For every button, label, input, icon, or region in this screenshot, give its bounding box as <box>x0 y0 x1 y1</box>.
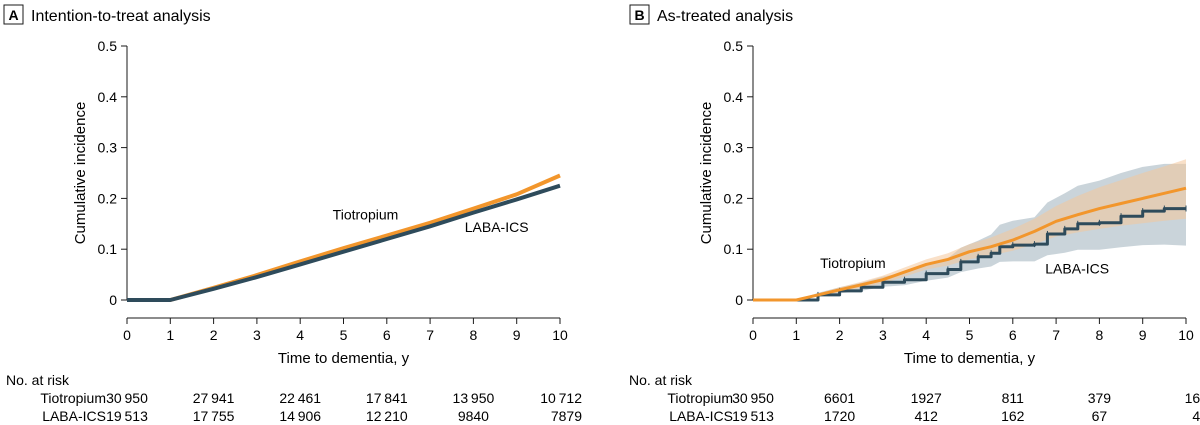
y-tick-label: 0.2 <box>98 190 118 206</box>
risk-cell: 168 <box>1185 390 1200 406</box>
y-tick-label: 0 <box>735 292 743 308</box>
risk-cell: 10 712 <box>540 390 582 406</box>
x-tick-label: 9 <box>1139 327 1147 343</box>
panel-letter: A <box>8 7 18 23</box>
x-tick-label: 3 <box>879 327 887 343</box>
y-tick-label: 0.1 <box>724 241 744 257</box>
series-line-laba-ics <box>127 183 561 302</box>
risk-cell: 14 906 <box>279 408 321 424</box>
x-tick-label: 5 <box>966 327 974 343</box>
panel-letter-box: B <box>629 4 650 25</box>
risk-table-header: No. at risk <box>629 372 693 388</box>
series-label-tiotropium: Tiotropium <box>820 255 886 271</box>
x-axis-title: Time to dementia, y <box>904 350 1036 367</box>
risk-cell: 30 950 <box>732 390 774 406</box>
x-tick-label: 5 <box>340 327 348 343</box>
x-tick-label: 4 <box>922 327 930 343</box>
risk-cell: 27 941 <box>193 390 235 406</box>
y-tick-label: 0 <box>109 292 117 308</box>
risk-cell: 22 461 <box>279 390 321 406</box>
y-tick-label: 0.2 <box>724 190 744 206</box>
y-tick-label: 0.5 <box>724 38 744 54</box>
x-tick-label: 9 <box>513 327 521 343</box>
x-axis-title: Time to dementia, y <box>278 350 410 367</box>
x-tick-label: 0 <box>123 327 131 343</box>
ci-band-tiotropium <box>753 159 1186 300</box>
risk-row-label: LABA-ICS <box>669 408 733 424</box>
panel-title: As-treated analysis <box>657 8 793 25</box>
y-tick-label: 0.3 <box>724 140 744 156</box>
x-tick-label: 7 <box>1052 327 1060 343</box>
risk-cell: 162 <box>1001 408 1025 424</box>
risk-table-header: No. at risk <box>6 372 70 388</box>
x-tick-label: 6 <box>1009 327 1017 343</box>
y-tick-label: 0.4 <box>724 89 744 105</box>
x-tick-label: 8 <box>1096 327 1104 343</box>
y-tick-label: 0.3 <box>98 140 118 156</box>
y-axis-title: Cumulative incidence <box>698 102 715 245</box>
risk-cell: 13 950 <box>453 390 495 406</box>
risk-row-label: Tiotropium <box>667 390 733 406</box>
y-tick-label: 0.4 <box>98 89 118 105</box>
risk-cell: 7879 <box>551 408 582 424</box>
x-tick-label: 7 <box>426 327 434 343</box>
series-label-tiotropium: Tiotropium <box>333 207 399 223</box>
risk-cell: 41 <box>1192 408 1200 424</box>
y-axis-title: Cumulative incidence <box>72 102 89 245</box>
x-tick-label: 1 <box>792 327 800 343</box>
series-line-tiotropium <box>127 173 561 302</box>
panel-letter-box: A <box>3 4 24 25</box>
risk-row-label: Tiotropium <box>40 390 106 406</box>
risk-cell: 6601 <box>824 390 855 406</box>
risk-cell: 1720 <box>824 408 855 424</box>
series-label-laba-ics: LABA-ICS <box>465 219 529 235</box>
y-tick-label: 0.5 <box>98 38 118 54</box>
risk-cell: 412 <box>915 408 939 424</box>
panel-a: A Intention-to-treat analysis 0 0.1 0.2 0.3 0.… <box>3 4 582 424</box>
risk-cell: 17 841 <box>366 390 408 406</box>
x-tick-label: 3 <box>253 327 261 343</box>
panel-title: Intention-to-treat analysis <box>31 8 211 25</box>
x-tick-label: 0 <box>749 327 757 343</box>
risk-row-label: LABA-ICS <box>42 408 106 424</box>
risk-cell: 19 513 <box>106 408 148 424</box>
risk-cell: 17 755 <box>193 408 235 424</box>
risk-cell: 30 950 <box>106 390 148 406</box>
risk-cell: 12 210 <box>366 408 408 424</box>
risk-cell: 811 <box>1002 390 1025 406</box>
risk-cell: 67 <box>1092 408 1108 424</box>
axes <box>126 46 560 319</box>
risk-cell: 9840 <box>458 408 489 424</box>
x-tick-label: 6 <box>383 327 391 343</box>
y-tick-label: 0.1 <box>98 241 118 257</box>
x-tick-label: 10 <box>552 327 568 343</box>
panel-letter-border <box>3 4 24 25</box>
x-tick-label: 10 <box>1178 327 1194 343</box>
x-tick-label: 1 <box>166 327 174 343</box>
x-tick-label: 8 <box>470 327 478 343</box>
series-label-laba-ics: LABA-ICS <box>1045 261 1109 277</box>
panel-letter-border <box>629 4 650 25</box>
panel-letter: B <box>634 7 644 23</box>
risk-cell: 379 <box>1088 390 1112 406</box>
x-tick-label: 4 <box>296 327 304 343</box>
risk-cell: 19 513 <box>732 408 774 424</box>
x-tick-label: 2 <box>210 327 218 343</box>
x-tick-label: 2 <box>836 327 844 343</box>
panel-b: B As-treated analysis 0 0.1 0.2 0.3 0.4 0.5 0 1 2 3… <box>629 4 1200 424</box>
series-line-tiotropium <box>753 186 1187 302</box>
risk-cell: 1927 <box>911 390 942 406</box>
